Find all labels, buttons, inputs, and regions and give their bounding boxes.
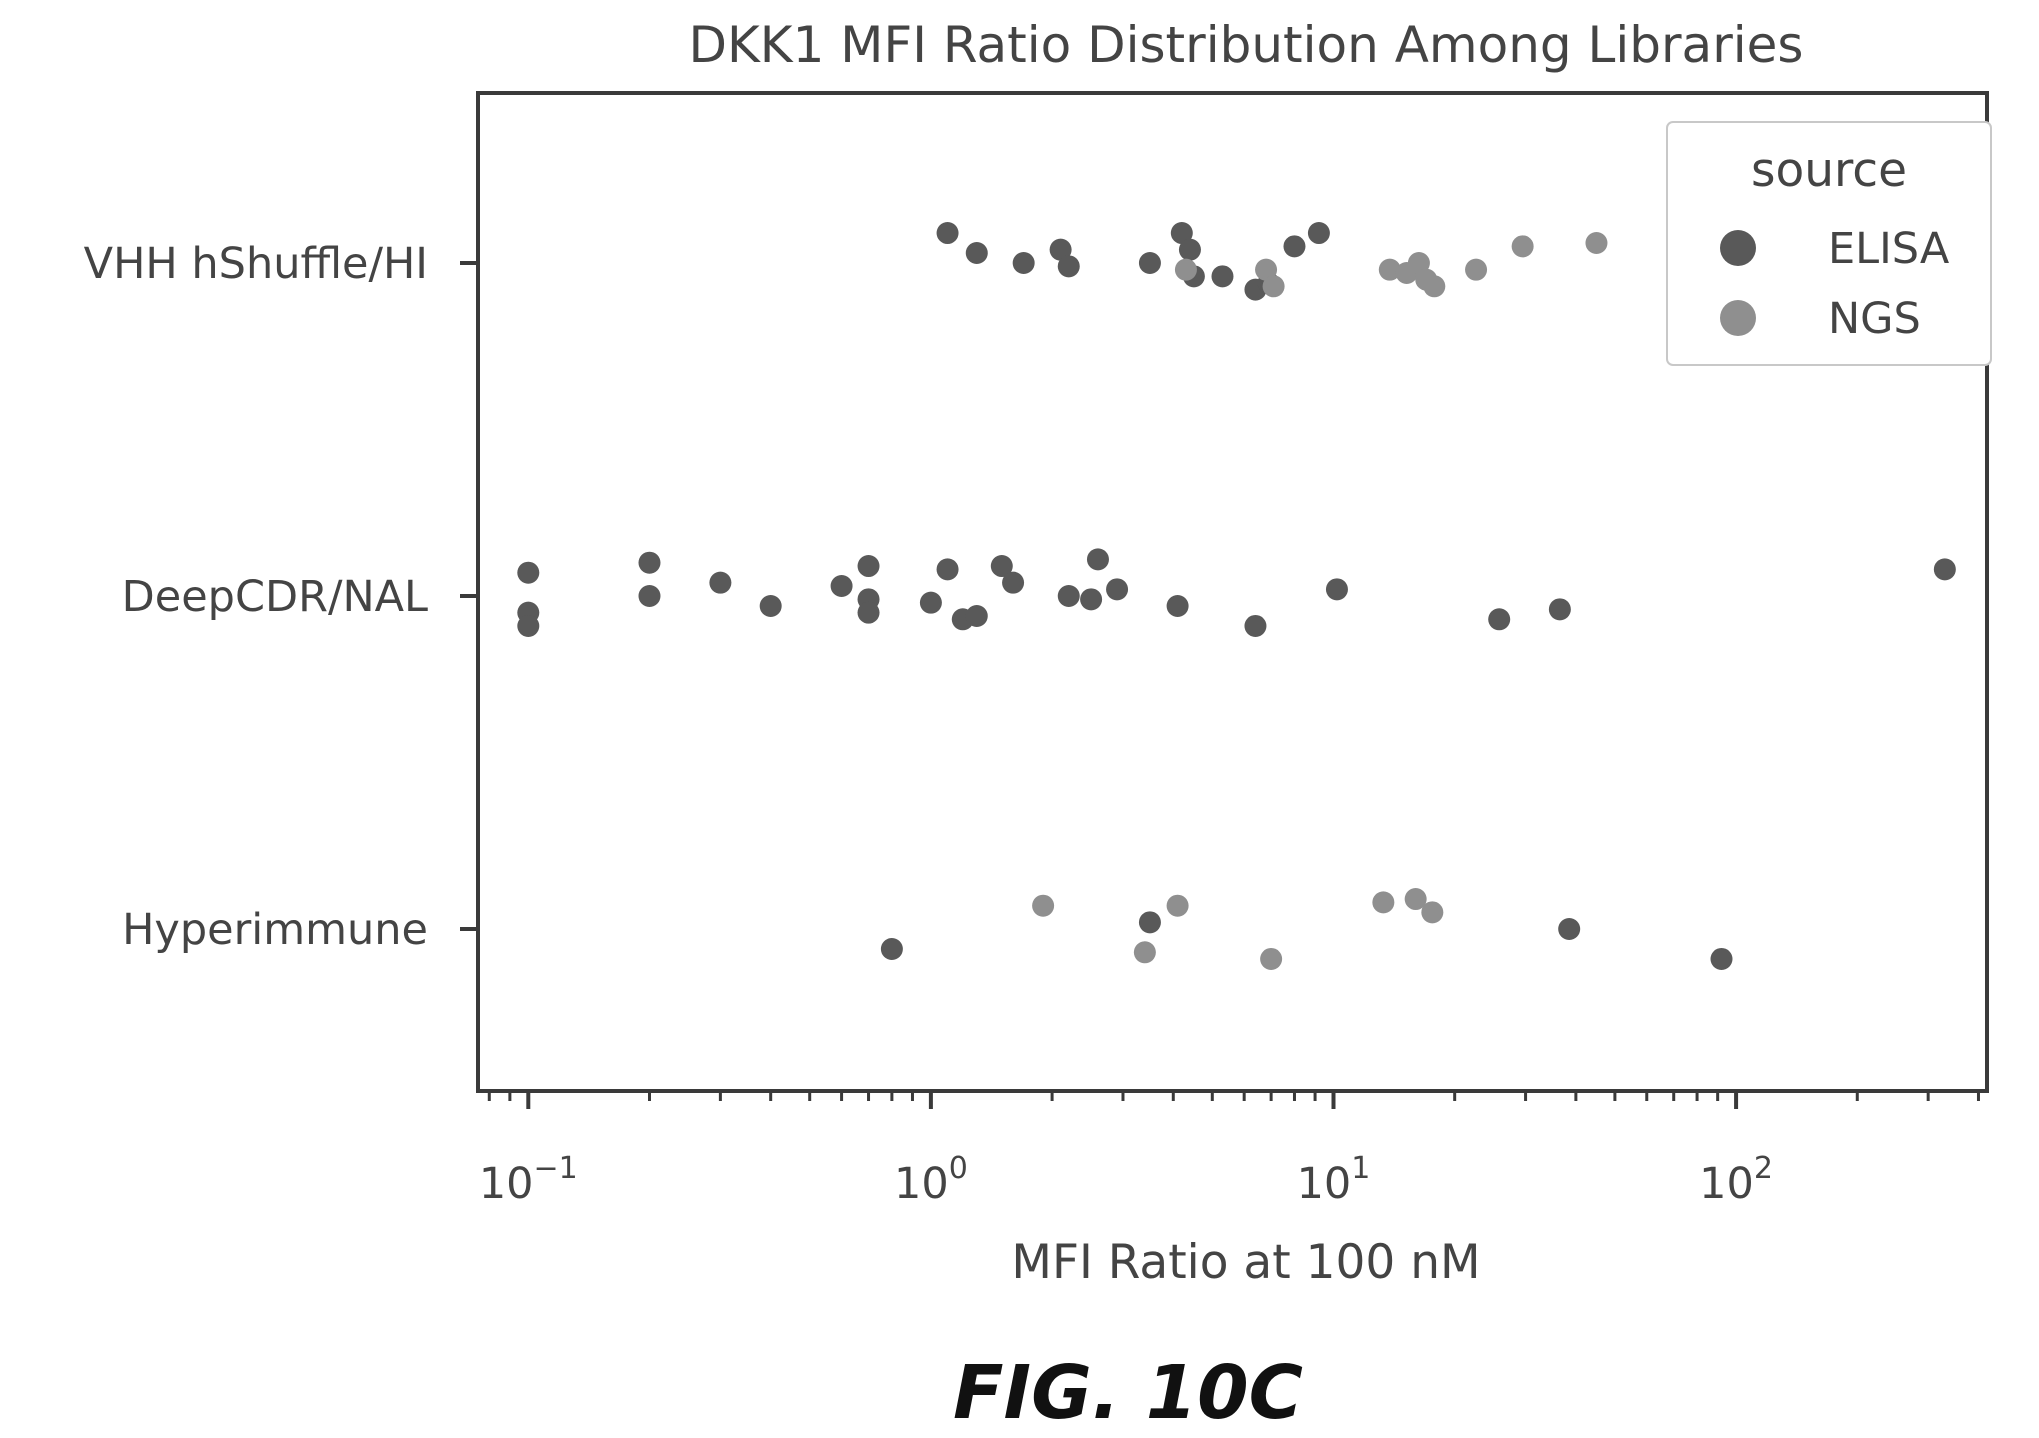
data-point-ngs bbox=[1032, 894, 1055, 917]
y-tick-label: VHH hShuffle/HI bbox=[84, 239, 428, 289]
data-point-elisa bbox=[1002, 571, 1025, 594]
data-point-elisa bbox=[1057, 585, 1080, 607]
data-point-elisa bbox=[936, 222, 959, 245]
figure-caption: FIG. 10C bbox=[953, 1350, 1303, 1436]
data-point-elisa bbox=[1057, 255, 1080, 278]
x-tick-label: 101 bbox=[1297, 1151, 1371, 1209]
data-point-elisa bbox=[638, 585, 661, 607]
data-points bbox=[517, 222, 1956, 970]
data-point-elisa bbox=[1325, 578, 1348, 601]
data-point-elisa bbox=[1211, 265, 1234, 288]
data-point-elisa bbox=[1548, 598, 1571, 621]
data-point-elisa bbox=[759, 594, 782, 617]
data-point-ngs bbox=[1421, 901, 1444, 924]
data-point-elisa bbox=[965, 242, 988, 265]
data-point-ngs bbox=[1585, 232, 1608, 255]
data-point-elisa bbox=[638, 551, 661, 574]
x-tick-label: 100 bbox=[894, 1151, 968, 1209]
data-point-elisa bbox=[1012, 252, 1035, 274]
chart-title: DKK1 MFI Ratio Distribution Among Librar… bbox=[689, 16, 1804, 74]
data-point-ngs bbox=[1133, 941, 1156, 964]
data-point-ngs bbox=[1378, 258, 1401, 281]
x-tick-label: 10−1 bbox=[479, 1151, 578, 1209]
data-point-ngs bbox=[1260, 947, 1283, 970]
data-point-elisa bbox=[830, 575, 853, 598]
data-point-ngs bbox=[1372, 891, 1395, 914]
data-point-ngs bbox=[1262, 275, 1285, 298]
data-point-elisa bbox=[1166, 594, 1189, 617]
data-point-elisa bbox=[965, 604, 988, 627]
plot-area-frame bbox=[476, 91, 1989, 1093]
data-point-elisa bbox=[880, 937, 903, 960]
legend: source ELISA NGS bbox=[1666, 121, 1992, 366]
data-point-elisa bbox=[1138, 252, 1161, 274]
x-axis: 10−1 100 101 102 bbox=[479, 1091, 1980, 1209]
legend-label-elisa: ELISA bbox=[1828, 224, 1950, 274]
data-point-elisa bbox=[1283, 235, 1306, 258]
x-axis-label: MFI Ratio at 100 nM bbox=[1011, 1235, 1480, 1290]
data-point-ngs bbox=[1423, 275, 1446, 298]
data-point-ngs bbox=[1166, 894, 1189, 917]
data-point-elisa bbox=[857, 601, 880, 624]
data-point-elisa bbox=[1710, 947, 1733, 970]
data-point-ngs bbox=[1404, 888, 1427, 911]
data-point-elisa bbox=[517, 614, 540, 637]
data-point-elisa bbox=[709, 571, 732, 594]
data-point-elisa bbox=[1049, 238, 1072, 261]
legend-marker-ngs bbox=[1720, 300, 1756, 336]
x-tick-label: 102 bbox=[1699, 1151, 1773, 1209]
data-point-elisa bbox=[1178, 238, 1201, 261]
data-point-ngs bbox=[1511, 235, 1534, 258]
data-point-elisa bbox=[1138, 911, 1161, 934]
data-point-elisa bbox=[1106, 578, 1129, 601]
data-point-ngs bbox=[1465, 258, 1488, 281]
y-tick-label: Hyperimmune bbox=[122, 905, 428, 955]
legend-marker-elisa bbox=[1720, 230, 1756, 266]
legend-title: source bbox=[1751, 143, 1907, 198]
data-point-elisa bbox=[1086, 548, 1109, 571]
data-point-ngs bbox=[1255, 258, 1278, 281]
data-point-elisa bbox=[1307, 222, 1330, 245]
data-point-elisa bbox=[1080, 588, 1103, 611]
data-point-elisa bbox=[857, 555, 880, 578]
data-point-ngs bbox=[1174, 258, 1197, 281]
y-axis: VHH hShuffle/HI DeepCDR/NAL Hyperimmune bbox=[84, 239, 478, 955]
data-point-ngs bbox=[1407, 252, 1430, 274]
data-point-elisa bbox=[1170, 222, 1193, 245]
data-point-elisa bbox=[1558, 918, 1581, 940]
legend-label-ngs: NGS bbox=[1828, 294, 1921, 344]
data-point-elisa bbox=[1488, 608, 1511, 631]
data-point-elisa bbox=[990, 555, 1013, 578]
data-point-elisa bbox=[517, 561, 540, 584]
y-tick-label: DeepCDR/NAL bbox=[122, 572, 428, 622]
data-point-elisa bbox=[936, 558, 959, 581]
data-point-elisa bbox=[919, 591, 942, 614]
data-point-elisa bbox=[1244, 614, 1267, 637]
data-point-elisa bbox=[1933, 558, 1956, 581]
